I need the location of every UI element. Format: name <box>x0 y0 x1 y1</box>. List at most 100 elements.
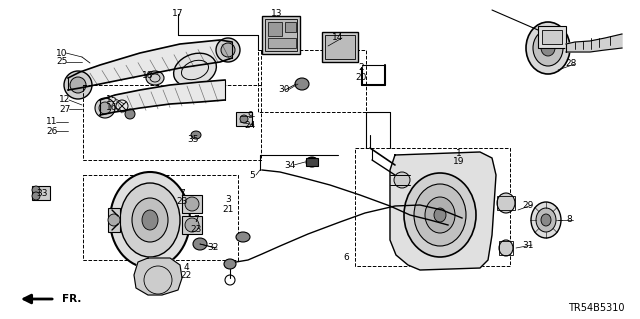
Polygon shape <box>566 34 622 52</box>
Ellipse shape <box>526 22 570 74</box>
Text: 35: 35 <box>188 136 199 145</box>
Ellipse shape <box>541 214 551 226</box>
Text: 7: 7 <box>179 189 185 197</box>
Polygon shape <box>390 152 496 270</box>
Bar <box>499 241 513 255</box>
Text: 34: 34 <box>284 160 296 169</box>
Ellipse shape <box>64 71 92 99</box>
Text: 3: 3 <box>225 196 231 204</box>
Ellipse shape <box>499 240 513 256</box>
Ellipse shape <box>120 183 180 257</box>
Ellipse shape <box>295 78 309 90</box>
Ellipse shape <box>236 232 250 242</box>
Bar <box>108 208 120 232</box>
Ellipse shape <box>32 186 40 194</box>
Ellipse shape <box>216 38 240 62</box>
Text: 32: 32 <box>207 243 219 253</box>
Text: 28: 28 <box>565 60 577 69</box>
Text: 18: 18 <box>142 70 154 79</box>
Text: 24: 24 <box>244 121 255 130</box>
Ellipse shape <box>185 218 199 232</box>
Ellipse shape <box>146 71 164 85</box>
Ellipse shape <box>536 208 556 232</box>
Text: 26: 26 <box>46 127 58 136</box>
Text: 20: 20 <box>355 72 367 81</box>
Text: 25: 25 <box>56 57 68 66</box>
Bar <box>265 19 297 51</box>
Text: 5: 5 <box>249 170 255 180</box>
Ellipse shape <box>404 173 476 257</box>
Text: TR54B5310: TR54B5310 <box>568 303 625 313</box>
Text: 21: 21 <box>222 204 234 213</box>
Bar <box>322 32 358 62</box>
Bar <box>542 30 562 44</box>
Text: 33: 33 <box>36 189 48 197</box>
Ellipse shape <box>193 238 207 250</box>
Text: 22: 22 <box>180 271 191 280</box>
Text: 7: 7 <box>193 216 199 225</box>
Bar <box>285 22 296 32</box>
Text: 13: 13 <box>271 10 283 19</box>
Ellipse shape <box>32 192 40 200</box>
Text: 11: 11 <box>46 117 58 127</box>
Text: 23: 23 <box>176 197 188 206</box>
Ellipse shape <box>533 30 563 66</box>
Ellipse shape <box>531 202 561 238</box>
Bar <box>182 216 202 234</box>
Bar <box>268 22 282 36</box>
Ellipse shape <box>191 131 201 139</box>
Text: 19: 19 <box>453 158 465 167</box>
Text: 15: 15 <box>106 94 118 103</box>
Bar <box>497 196 515 210</box>
Text: 4: 4 <box>183 263 189 271</box>
Text: 6: 6 <box>343 253 349 262</box>
Bar <box>268 38 296 48</box>
Ellipse shape <box>185 197 199 211</box>
Text: 2: 2 <box>358 63 364 72</box>
Bar <box>262 16 300 54</box>
Ellipse shape <box>95 98 115 118</box>
Text: 17: 17 <box>172 10 184 19</box>
Text: 14: 14 <box>332 33 344 42</box>
Text: 1: 1 <box>456 149 462 158</box>
Bar <box>236 112 252 126</box>
Text: 10: 10 <box>56 48 68 57</box>
Bar <box>258 50 366 112</box>
Bar <box>182 195 202 213</box>
Text: 8: 8 <box>566 216 572 225</box>
Polygon shape <box>134 258 182 295</box>
Text: 27: 27 <box>60 105 70 114</box>
Polygon shape <box>100 80 225 115</box>
Ellipse shape <box>425 197 455 233</box>
Ellipse shape <box>110 172 190 268</box>
Bar <box>355 148 510 266</box>
Ellipse shape <box>99 102 111 114</box>
Ellipse shape <box>142 210 158 230</box>
Bar <box>538 26 566 48</box>
Ellipse shape <box>497 193 515 213</box>
Ellipse shape <box>306 157 318 167</box>
Ellipse shape <box>108 214 120 226</box>
Bar <box>83 175 238 260</box>
Text: 16: 16 <box>106 103 118 113</box>
Ellipse shape <box>70 77 86 93</box>
Bar <box>306 158 318 166</box>
Text: 12: 12 <box>60 95 70 105</box>
Ellipse shape <box>414 184 466 246</box>
Text: 31: 31 <box>522 241 534 249</box>
Text: 30: 30 <box>278 85 290 94</box>
Ellipse shape <box>541 40 555 56</box>
Ellipse shape <box>221 43 235 57</box>
Ellipse shape <box>224 259 236 269</box>
Ellipse shape <box>173 53 216 87</box>
Text: FR.: FR. <box>62 294 81 304</box>
Ellipse shape <box>132 198 168 242</box>
Bar <box>83 85 261 160</box>
Bar <box>32 186 50 200</box>
Ellipse shape <box>434 208 446 222</box>
Text: 9: 9 <box>247 112 253 121</box>
Bar <box>325 35 355 59</box>
Polygon shape <box>68 40 232 90</box>
Text: 23: 23 <box>190 225 202 234</box>
Ellipse shape <box>125 109 135 119</box>
